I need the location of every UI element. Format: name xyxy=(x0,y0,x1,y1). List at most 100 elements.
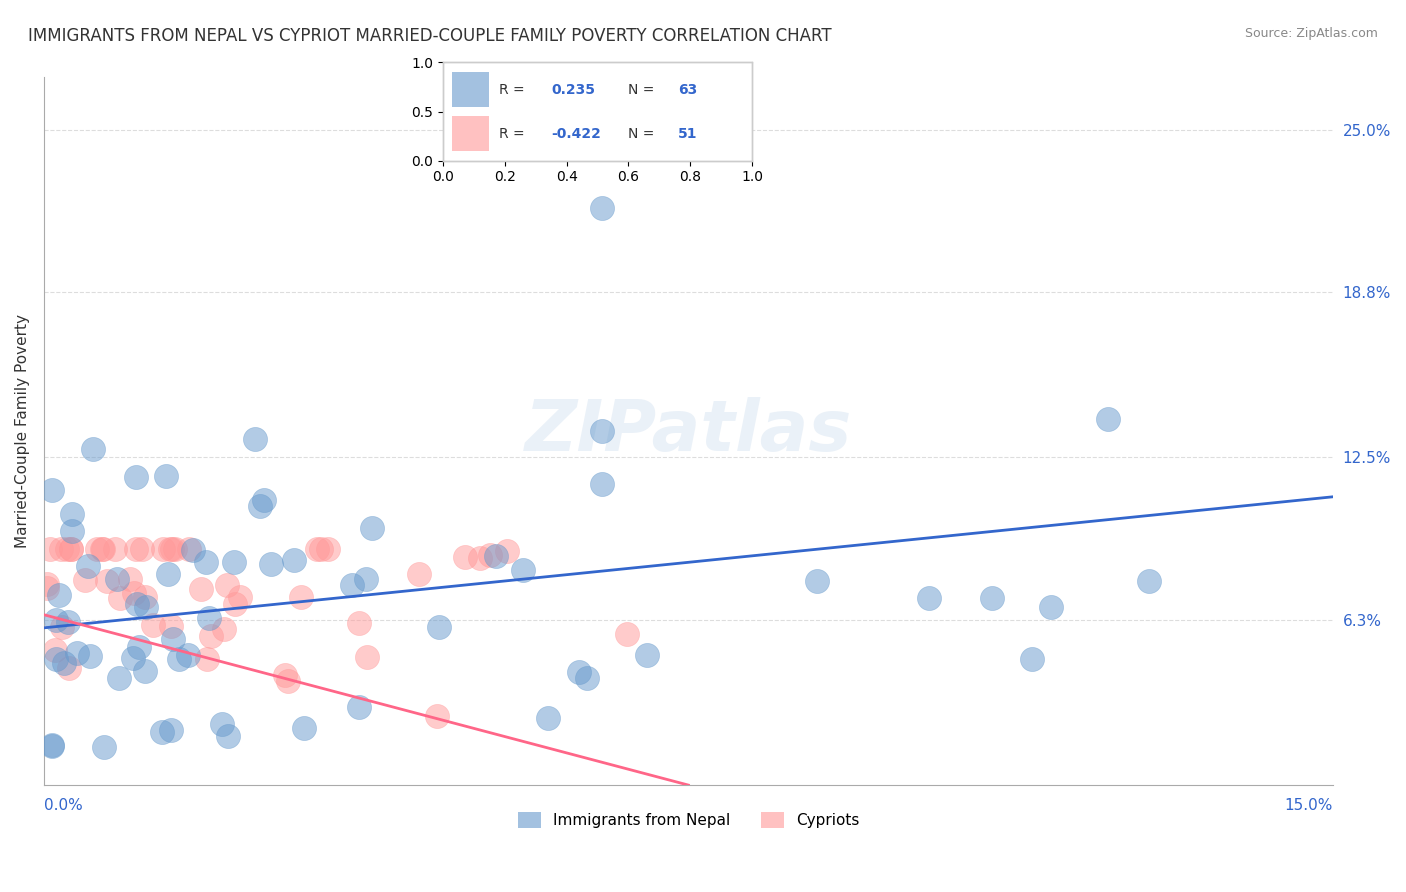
Point xyxy=(277,674,299,689)
Point xyxy=(229,590,252,604)
Point xyxy=(591,476,613,491)
Point xyxy=(342,578,364,592)
Point xyxy=(162,632,184,647)
Point xyxy=(91,542,114,557)
Point xyxy=(478,549,501,563)
Point xyxy=(194,555,217,569)
Point xyxy=(426,709,449,723)
Bar xyxy=(453,72,489,107)
Point xyxy=(468,550,491,565)
Point xyxy=(274,667,297,681)
Point xyxy=(347,699,370,714)
Point xyxy=(45,613,67,627)
Text: 51: 51 xyxy=(678,127,697,141)
Point xyxy=(134,664,156,678)
Point xyxy=(311,542,333,557)
Point xyxy=(125,542,148,557)
Point xyxy=(150,724,173,739)
Point xyxy=(496,543,519,558)
Point xyxy=(155,468,177,483)
Point xyxy=(41,739,63,753)
Point xyxy=(408,566,430,581)
Point xyxy=(73,573,96,587)
Text: R =: R = xyxy=(499,127,524,141)
Point xyxy=(537,711,560,725)
Point xyxy=(56,542,79,557)
Text: 0.235: 0.235 xyxy=(551,83,595,97)
Point xyxy=(243,432,266,446)
Legend: Immigrants from Nepal, Cypriots: Immigrants from Nepal, Cypriots xyxy=(512,805,865,834)
Point xyxy=(1137,574,1160,588)
Point xyxy=(215,578,238,592)
Point xyxy=(125,470,148,484)
Point xyxy=(1097,412,1119,426)
Point xyxy=(918,591,941,605)
Point xyxy=(108,591,131,605)
Point xyxy=(121,650,143,665)
Point xyxy=(118,572,141,586)
Point xyxy=(169,652,191,666)
Point xyxy=(177,648,200,663)
Point xyxy=(349,615,371,630)
Point xyxy=(249,500,271,514)
Point xyxy=(35,582,58,596)
Text: -0.422: -0.422 xyxy=(551,127,600,141)
Point xyxy=(211,716,233,731)
Bar xyxy=(453,117,489,151)
Point xyxy=(91,542,114,557)
Point xyxy=(62,524,84,539)
Point xyxy=(52,656,75,670)
Point xyxy=(160,542,183,557)
Point xyxy=(212,622,235,636)
Point xyxy=(283,553,305,567)
Point xyxy=(35,577,58,591)
Point xyxy=(217,729,239,743)
Point xyxy=(79,649,101,664)
Point xyxy=(292,721,315,735)
Point xyxy=(290,591,312,605)
Point xyxy=(427,620,450,634)
Point xyxy=(806,574,828,588)
Point xyxy=(59,542,82,557)
Point xyxy=(591,424,613,438)
Point xyxy=(190,582,212,596)
Text: ZIPatlas: ZIPatlas xyxy=(524,397,852,466)
Point xyxy=(159,619,181,633)
Point xyxy=(512,563,534,577)
Point xyxy=(96,574,118,588)
Point xyxy=(159,542,181,557)
Point xyxy=(77,558,100,573)
Point xyxy=(60,507,83,521)
Point xyxy=(60,542,83,557)
Point xyxy=(568,665,591,679)
Point xyxy=(108,672,131,686)
Text: R =: R = xyxy=(499,83,524,97)
Point xyxy=(58,661,80,675)
Text: 63: 63 xyxy=(678,83,697,97)
Point xyxy=(260,557,283,571)
Point xyxy=(124,586,146,600)
Point xyxy=(354,572,377,586)
Text: Source: ZipAtlas.com: Source: ZipAtlas.com xyxy=(1244,27,1378,40)
Point xyxy=(134,591,156,605)
Point xyxy=(484,549,506,563)
Text: 15.0%: 15.0% xyxy=(1285,797,1333,813)
Point xyxy=(44,642,66,657)
Point xyxy=(156,566,179,581)
Point xyxy=(49,542,72,557)
Text: 0.0%: 0.0% xyxy=(44,797,83,813)
Point xyxy=(93,740,115,755)
Point xyxy=(86,542,108,557)
Y-axis label: Married-Couple Family Poverty: Married-Couple Family Poverty xyxy=(15,314,30,549)
Point xyxy=(195,651,218,665)
Point xyxy=(142,617,165,632)
Point xyxy=(575,671,598,685)
Point xyxy=(980,591,1002,606)
Point xyxy=(200,629,222,643)
Point xyxy=(179,542,201,557)
Point xyxy=(253,493,276,508)
Point xyxy=(82,442,104,456)
Point xyxy=(105,572,128,586)
Point xyxy=(591,202,613,216)
Point xyxy=(616,627,638,641)
